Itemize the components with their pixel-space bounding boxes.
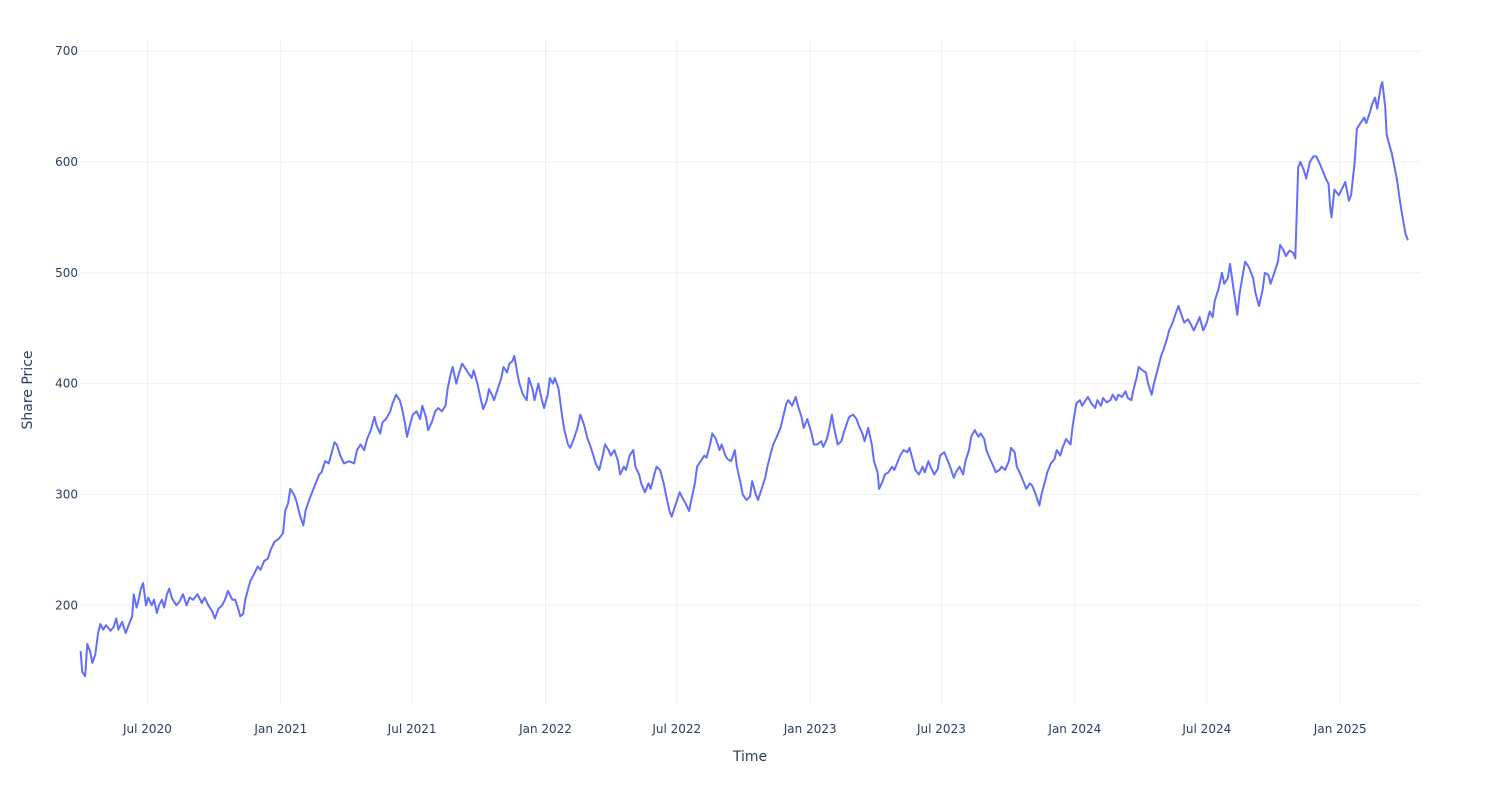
y-tick-label: 200: [55, 598, 78, 612]
y-gridlines: [80, 50, 1420, 606]
x-gridlines: [146, 40, 1341, 705]
y-axis-title: Share Price: [20, 350, 36, 429]
x-tick-label: Jul 2024: [1181, 722, 1231, 736]
x-tick-label: Jul 2023: [916, 722, 966, 736]
x-tick-label: Jan 2023: [783, 722, 837, 736]
x-tick-label: Jan 2024: [1047, 722, 1101, 736]
y-tick-label: 300: [55, 487, 78, 501]
x-tick-label: Jul 2022: [651, 722, 701, 736]
series-layer: [79, 81, 1409, 678]
x-tick-label: Jan 2021: [253, 722, 307, 736]
y-axis-ticks: 200 300 400 500 600 700: [55, 44, 78, 612]
x-tick-label: Jan 2025: [1313, 722, 1367, 736]
y-tick-label: 600: [55, 155, 78, 169]
x-tick-label: Jul 2021: [387, 722, 437, 736]
y-tick-label: 500: [55, 266, 78, 280]
x-tick-label: Jan 2022: [518, 722, 572, 736]
x-tick-label: Jul 2020: [122, 722, 172, 736]
x-axis-ticks: Jul 2020 Jan 2021 Jul 2021 Jan 2022 Jul 2022…: [122, 722, 1367, 736]
y-tick-label: 400: [55, 377, 78, 391]
x-axis-title: Time: [732, 749, 767, 765]
y-tick-label: 700: [55, 44, 78, 58]
price-series-line: [79, 81, 1409, 678]
